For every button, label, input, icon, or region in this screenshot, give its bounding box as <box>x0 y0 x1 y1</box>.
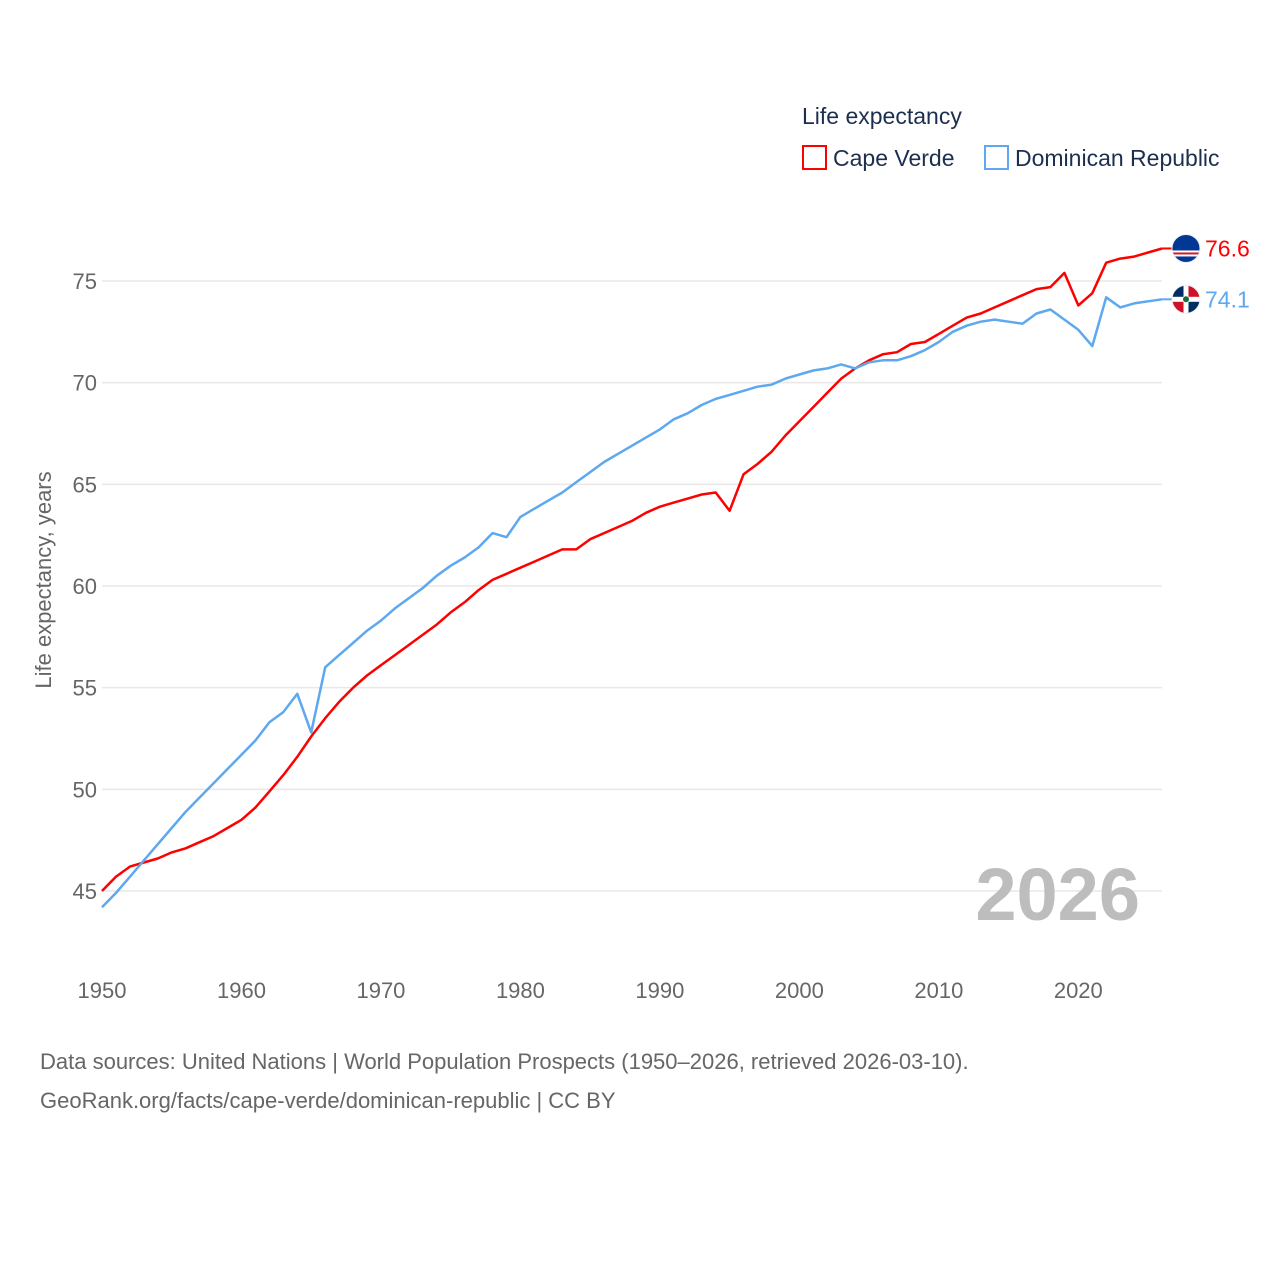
y-axis-ticks: 45 50 55 60 65 70 75 <box>73 269 97 904</box>
legend-swatch <box>802 145 827 170</box>
y-tick-label: 55 <box>73 676 97 701</box>
legend-label: Dominican Republic <box>1015 145 1220 171</box>
series-lines <box>101 247 1163 909</box>
source-line-1: Data sources: United Nations | World Pop… <box>40 1049 969 1074</box>
y-tick-label: 50 <box>73 777 97 802</box>
y-tick-label: 65 <box>73 472 97 497</box>
x-tick-label: 1950 <box>78 978 127 1003</box>
y-axis-label: Life expectancy, years <box>31 471 56 688</box>
x-tick-label: 1960 <box>217 978 266 1003</box>
gridlines <box>102 280 1162 892</box>
legend-label: Cape Verde <box>833 145 954 171</box>
series-line-dominican-republic <box>101 296 1163 909</box>
series-end-labels: 76.6 74.1 <box>1162 233 1250 314</box>
series-line-cape-verde <box>101 247 1163 892</box>
x-axis-ticks: 1950 1960 1970 1980 1990 2000 2010 2020 <box>78 978 1103 1003</box>
end-value-label: 74.1 <box>1205 286 1250 312</box>
x-tick-label: 1970 <box>356 978 405 1003</box>
x-tick-label: 1990 <box>635 978 684 1003</box>
x-tick-label: 2020 <box>1054 978 1103 1003</box>
x-tick-label: 2010 <box>914 978 963 1003</box>
legend: Life expectancy Cape Verde Dominican Rep… <box>802 103 1220 171</box>
legend-item-cape-verde[interactable]: Cape Verde <box>802 145 954 171</box>
cape-verde-flag-icon <box>1171 233 1201 263</box>
source-line-2[interactable]: GeoRank.org/facts/cape-verde/dominican-r… <box>40 1088 616 1113</box>
legend-swatch <box>984 145 1009 170</box>
y-tick-label: 60 <box>73 574 97 599</box>
current-year-label: 2026 <box>975 853 1140 936</box>
y-tick-label: 45 <box>73 879 97 904</box>
y-tick-label: 75 <box>73 269 97 294</box>
legend-item-dominican-republic[interactable]: Dominican Republic <box>984 145 1220 171</box>
end-value-label: 76.6 <box>1205 235 1250 261</box>
legend-title: Life expectancy <box>802 103 962 129</box>
dominican-republic-flag-icon <box>1171 284 1201 314</box>
x-tick-label: 1980 <box>496 978 545 1003</box>
y-tick-label: 70 <box>73 371 97 396</box>
x-tick-label: 2000 <box>775 978 824 1003</box>
